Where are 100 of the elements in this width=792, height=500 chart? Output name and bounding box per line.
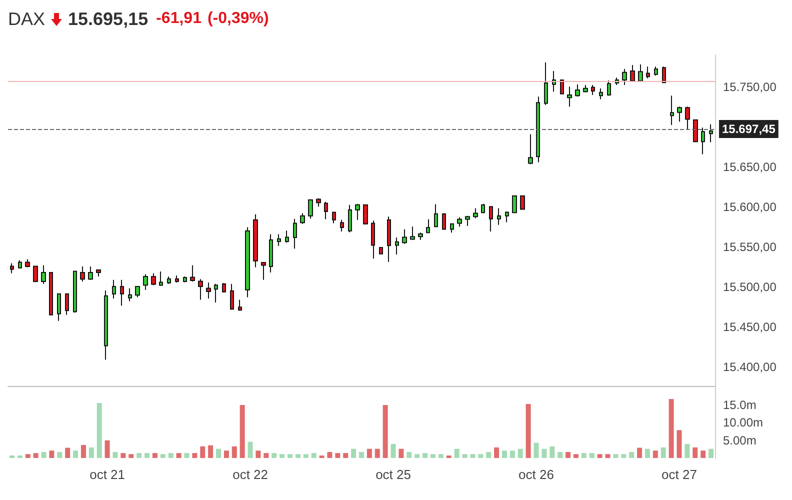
bar [494,447,500,458]
candlestick [222,282,226,294]
bar [462,454,468,458]
bar [558,452,563,458]
bar [256,450,261,458]
candlestick [552,70,556,92]
candlestick [662,66,666,84]
x-tick-label: oct 26 [518,467,554,482]
y-tick-label: 15.600,00 [723,200,777,214]
candlestick [599,88,603,100]
chart-title: DAX [8,8,46,30]
candlestick [348,204,352,233]
bar [49,450,54,458]
candlestick [206,282,211,300]
bar [422,453,428,458]
candlestick [190,264,195,282]
candlestick [277,234,281,246]
candlestick [175,275,179,284]
bar [25,454,30,458]
bar [104,440,110,458]
bar [240,405,245,458]
bar [708,448,714,458]
bar [73,450,78,458]
candlestick [426,218,430,234]
bar [208,445,214,458]
bar [88,447,94,458]
bar [248,442,253,458]
candlestick [238,299,242,311]
bar [676,430,682,458]
candlestick [379,246,383,255]
text: (-0,39%) [207,10,269,28]
candlestick [520,195,525,210]
bar [684,444,690,458]
candlestick [300,212,305,224]
bar [502,450,507,458]
candlestick [269,234,273,274]
candlestick [442,212,446,230]
bar [526,404,531,458]
candlestick [630,64,635,82]
candlestick [528,134,533,165]
candlestick [167,276,171,284]
candlestick [80,266,85,282]
bar [637,448,642,458]
bar [621,454,626,458]
candlestick [49,272,53,316]
candlestick [418,232,423,240]
bar [374,448,380,458]
candlestick [214,283,218,304]
candlestick [505,211,509,223]
candlestick [135,286,140,298]
bar [152,453,158,458]
bar [351,448,356,458]
bar [96,402,102,458]
candlestick [340,219,344,232]
candlestick [18,260,22,270]
candlestick [607,80,611,96]
bar [80,444,86,458]
candlestick [560,79,564,95]
bar [57,452,62,458]
bar [200,446,206,458]
candlestick [646,66,650,79]
candlestick [457,216,462,228]
bar [288,454,293,458]
y-tick-label: 15.650,00 [723,160,777,174]
candlestick [33,266,38,283]
bar [272,453,277,458]
candlestick [355,203,360,220]
bar [700,450,706,458]
candlestick [544,62,548,106]
bar [589,453,594,458]
candlestick [701,127,705,155]
candlestick [198,278,203,300]
ref-line-label: 15.697,45 [722,122,776,136]
candlestick [363,204,368,225]
bar [112,452,118,458]
bar [510,450,515,458]
bar [629,452,634,458]
bar [343,453,348,458]
candlestick [450,222,454,234]
candlestick [120,279,124,306]
bar [128,454,134,458]
bar [430,454,436,458]
bar [470,454,476,458]
bar [232,446,237,458]
candlestick [693,119,698,143]
bar [359,452,364,458]
candlestick [316,198,321,208]
y-tick-label: 15.400,00 [723,360,777,374]
bar [486,452,492,458]
candlestick [489,206,493,232]
candlestick [481,203,485,214]
x-tick-label: oct 25 [376,467,411,482]
candlestick [324,201,328,220]
bar [382,405,388,458]
candlestick [395,237,399,256]
candlestick [497,208,501,226]
candlestick [245,226,250,298]
candlestick [536,96,540,163]
candlestick [677,106,682,122]
bar [390,444,396,458]
